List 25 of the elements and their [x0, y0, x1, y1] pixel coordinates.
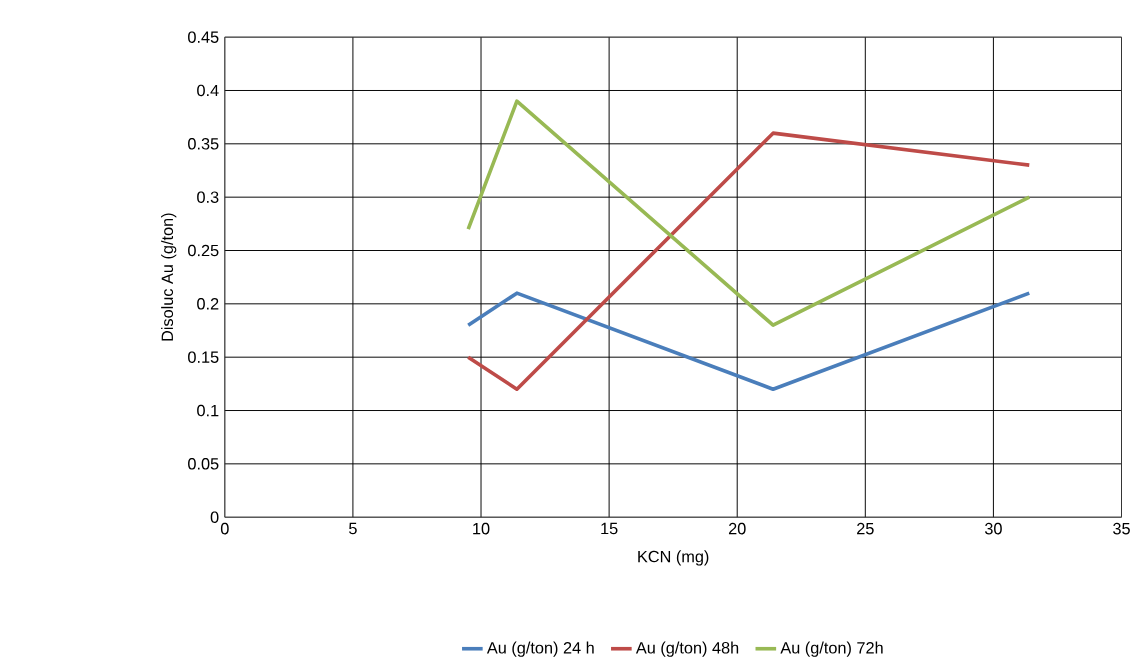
x-tick-label: 0	[220, 523, 229, 535]
x-tick-label: 5	[349, 523, 357, 535]
legend-label: Au (g/ton) 72h	[780, 641, 883, 657]
y-axis-title: Disoluc Au (g/ton)	[161, 213, 177, 341]
line-series	[466, 99, 1032, 328]
y-tick-label: 0.15	[188, 351, 219, 364]
x-tick-label: 10	[473, 523, 490, 535]
x-tick-label: 30	[984, 523, 1002, 535]
y-tick-label: 0.2	[197, 298, 219, 310]
y-tick-label: 0.4	[197, 84, 219, 97]
line-series	[466, 131, 1032, 392]
x-axis-title: KCN (mg)	[638, 550, 709, 566]
y-tick-label: 0.35	[188, 138, 219, 150]
y-tick-label: 0	[210, 511, 219, 524]
x-tick-label: 20	[728, 523, 746, 535]
y-tick-label: 0.45	[188, 31, 219, 44]
y-tick-label: 0.05	[188, 458, 219, 470]
y-tick-label: 0.3	[197, 191, 219, 204]
y-tick-label: 0.1	[197, 404, 219, 417]
x-tick-label: 35	[1113, 523, 1130, 535]
x-tick-label: 15	[601, 523, 618, 535]
legend-label: Au (g/ton) 48h	[635, 641, 739, 657]
x-tick-label: 25	[857, 523, 874, 535]
legend-label: Au (g/ton) 24 h	[486, 641, 594, 657]
y-tick-label: 0.25	[188, 244, 219, 257]
